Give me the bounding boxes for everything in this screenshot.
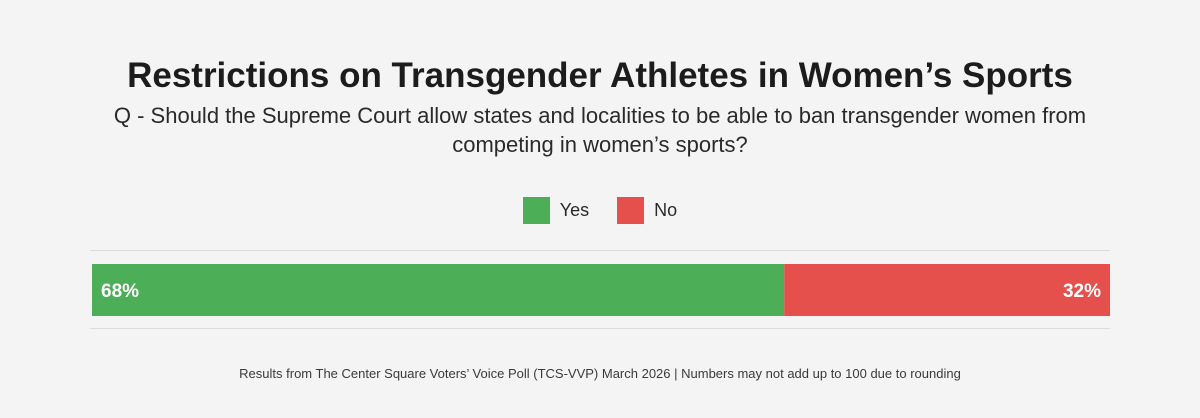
legend-swatch-no bbox=[617, 196, 645, 224]
bar-segment-yes bbox=[92, 264, 785, 316]
legend-label-yes: Yes bbox=[559, 199, 590, 220]
legend-item-yes: Yes bbox=[522, 196, 590, 224]
data-label-no: 32% bbox=[1063, 281, 1101, 302]
legend-item-no: No bbox=[617, 196, 678, 224]
data-label-yes: 68% bbox=[101, 281, 139, 302]
chart-legend: Yes No bbox=[0, 196, 1200, 224]
footnote: Results from The Center Square Voters’ V… bbox=[239, 366, 961, 381]
chart-title: Restrictions on Transgender Athletes in … bbox=[127, 56, 1073, 95]
legend-swatch-yes bbox=[522, 196, 550, 224]
legend-label-no: No bbox=[654, 199, 678, 220]
top-divider bbox=[90, 250, 1110, 251]
stacked-bar-chart: 68% 32% bbox=[92, 264, 1110, 316]
bottom-divider bbox=[90, 328, 1110, 329]
bar-segment-no bbox=[784, 264, 1110, 316]
chart-subtitle: Q - Should the Supreme Court allow state… bbox=[113, 103, 1087, 157]
